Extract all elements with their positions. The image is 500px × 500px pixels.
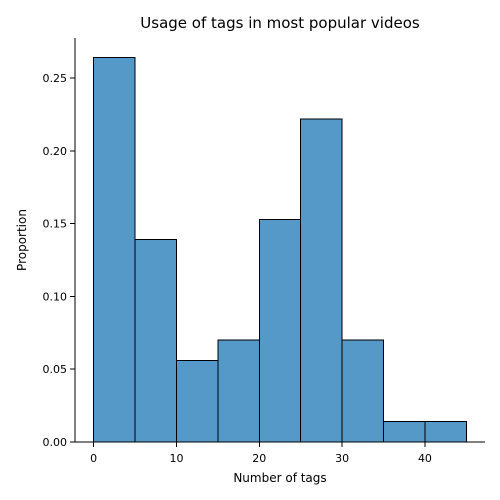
y-tick-label-1: 0.05 — [43, 363, 68, 376]
axes-group: 0 10 20 30 40 0.00 0.05 0.10 0.15 0.20 0.25 — [43, 38, 485, 465]
y-tick-label-5: 0.25 — [43, 72, 68, 85]
chart-title: Usage of tags in most popular videos — [140, 14, 420, 32]
histogram-bar-8 — [424, 421, 467, 443]
histogram-bar-0 — [93, 57, 136, 443]
x-axis-label: Number of tags — [233, 471, 326, 485]
y-tick-label-4: 0.20 — [43, 145, 68, 158]
bars-group — [93, 57, 467, 443]
x-tick-label-0: 0 — [90, 452, 97, 465]
histogram-bar-6 — [341, 339, 385, 443]
y-tick-label-3: 0.15 — [43, 218, 68, 231]
y-tick-label-0: 0.00 — [43, 436, 68, 449]
x-tick-label-2: 20 — [252, 452, 266, 465]
y-tick-label-2: 0.10 — [43, 290, 68, 303]
histogram-bar-1 — [134, 239, 177, 443]
y-axis-label: Proportion — [15, 209, 29, 271]
x-tick-label-3: 30 — [335, 452, 349, 465]
histogram-bar-7 — [383, 421, 426, 443]
x-tick-label-4: 40 — [418, 452, 432, 465]
histogram-bar-5 — [300, 118, 343, 443]
histogram-bar-4 — [258, 218, 302, 443]
histogram-bar-2 — [175, 359, 219, 443]
x-tick-label-1: 10 — [169, 452, 183, 465]
histogram-bar-3 — [217, 339, 260, 443]
